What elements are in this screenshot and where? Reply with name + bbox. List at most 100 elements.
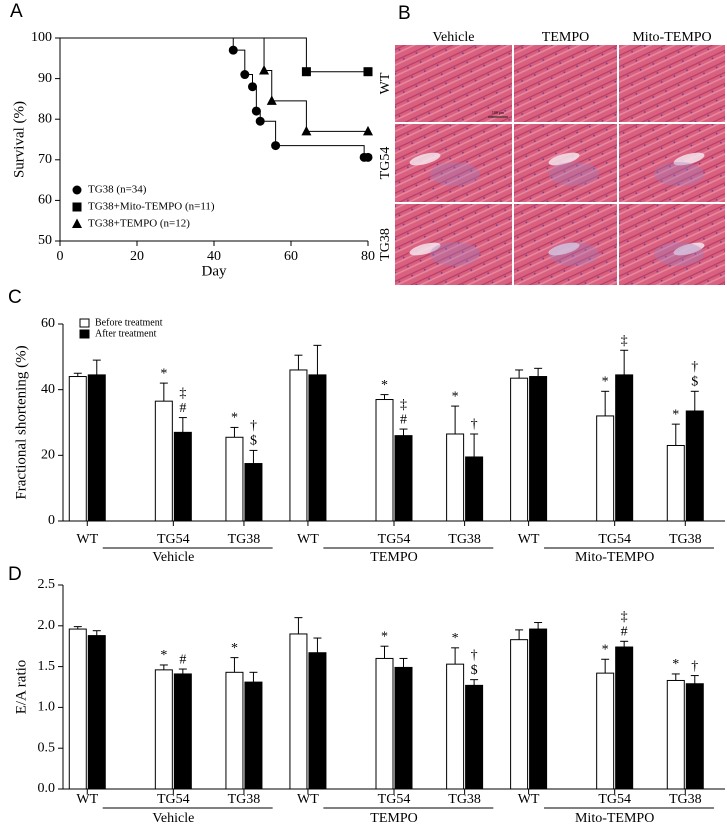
x-tick-label: TG54: [157, 792, 190, 807]
bar: [510, 377, 529, 522]
y-tick-label: 0: [48, 513, 55, 528]
x-tick-label: 60: [284, 249, 298, 264]
marker: [301, 125, 312, 136]
bar: [394, 435, 413, 522]
marker: [228, 45, 238, 55]
significance-mark: *: [231, 641, 238, 656]
bar: [308, 652, 327, 790]
bar: [154, 669, 173, 790]
panel-label: A: [10, 1, 23, 22]
histology-panel: B Vehicle TEMPO Mito-TEMPO WT TG54 TG38 100 μm: [378, 3, 725, 285]
legend-swatch: [79, 329, 90, 339]
x-tick-label: TG54: [378, 792, 411, 807]
bar: [68, 628, 87, 790]
significance-mark: *: [160, 648, 167, 663]
significance-mark: #: [400, 412, 407, 427]
significance-mark: *: [452, 631, 459, 646]
step-line: [275, 145, 365, 158]
y-tick-label: 70: [38, 152, 52, 167]
marker: [259, 64, 270, 75]
legend-marker: [72, 202, 82, 212]
bar: [375, 399, 394, 522]
y-tick-label: 2.5: [38, 577, 56, 592]
x-tick-label: WT: [518, 532, 540, 547]
panel-label: D: [8, 564, 22, 585]
bar: [173, 431, 192, 522]
significance-mark: $: [471, 663, 478, 678]
y-axis-label: Survival (%): [11, 101, 27, 178]
x-tick-label: 20: [130, 249, 144, 264]
bar: [244, 681, 263, 790]
legend-label: Before treatment: [95, 317, 163, 328]
significance-mark: #: [621, 625, 628, 640]
y-tick-label: 80: [38, 111, 52, 126]
significance-mark: ‡: [179, 386, 186, 401]
y-tick-label: 0.0: [38, 781, 56, 796]
bar: [446, 663, 465, 790]
significance-mark: †: [250, 419, 257, 434]
legend-label: TG38+Mito-TEMPO (n=11): [88, 201, 215, 213]
y-tick-label: 1.5: [38, 659, 56, 674]
significance-mark: #: [179, 652, 186, 667]
row-label: TG54: [378, 147, 393, 180]
histology-image: [619, 124, 725, 202]
significance-mark: *: [381, 378, 388, 393]
legend-marker: [72, 185, 82, 195]
significance-mark: †: [471, 417, 478, 432]
significance-mark: *: [452, 389, 459, 404]
fibrosis: [430, 242, 480, 266]
marker: [240, 70, 250, 80]
significance-mark: $: [691, 375, 698, 390]
bar: [666, 679, 685, 790]
x-tick-label: WT: [76, 532, 98, 547]
tissue-gap: [409, 242, 441, 256]
bar: [685, 410, 704, 522]
significance-mark: †: [471, 648, 478, 663]
significance-mark: ‡: [400, 397, 407, 412]
bar: [87, 635, 106, 790]
step-line: [60, 37, 307, 72]
marker: [363, 152, 373, 162]
marker: [255, 116, 265, 126]
x-axis-label: Day: [202, 263, 227, 279]
step-line: [271, 100, 307, 132]
x-tick-label: 0: [57, 249, 64, 264]
x-tick-label: 40: [207, 249, 221, 264]
column-label: Mito-TEMPO: [632, 30, 711, 45]
significance-mark: †: [691, 659, 698, 674]
marker: [363, 67, 373, 77]
bar: [68, 376, 87, 522]
panel-label: B: [398, 3, 411, 24]
significance-mark: *: [602, 375, 609, 390]
histology-image: [395, 45, 512, 122]
group-label: TEMPO: [370, 550, 417, 565]
histology-image: [395, 204, 512, 285]
bar: [289, 369, 308, 522]
bar: [596, 672, 615, 790]
significance-mark: ‡: [621, 333, 628, 348]
legend-label: TG38+TEMPO (n=12): [88, 218, 190, 230]
x-tick-label: TG38: [448, 792, 481, 807]
significance-mark: *: [231, 411, 238, 426]
column-label: Vehicle: [433, 30, 475, 45]
bar: [529, 628, 548, 790]
y-tick-label: 2.0: [38, 618, 56, 633]
row-label: WT: [378, 72, 393, 94]
y-tick-label: 0.5: [38, 740, 56, 755]
significance-mark: *: [160, 366, 167, 381]
significance-mark: *: [602, 642, 609, 657]
histology-image: [619, 204, 725, 285]
group-label: TEMPO: [370, 811, 417, 826]
bar: [225, 671, 244, 790]
x-tick-label: TG54: [598, 532, 631, 547]
legend-marker: [72, 218, 82, 228]
x-tick-label: TG54: [378, 532, 411, 547]
group-label: Mito-TEMPO: [575, 550, 654, 565]
y-tick-label: 60: [38, 193, 52, 208]
group-label: Vehicle: [152, 550, 194, 565]
fibrosis: [654, 162, 704, 186]
scale-bar-label: 100 μm: [492, 110, 505, 115]
histology-image: [619, 45, 725, 122]
marker: [301, 67, 311, 77]
y-axis-label: E/A ratio: [13, 660, 29, 715]
